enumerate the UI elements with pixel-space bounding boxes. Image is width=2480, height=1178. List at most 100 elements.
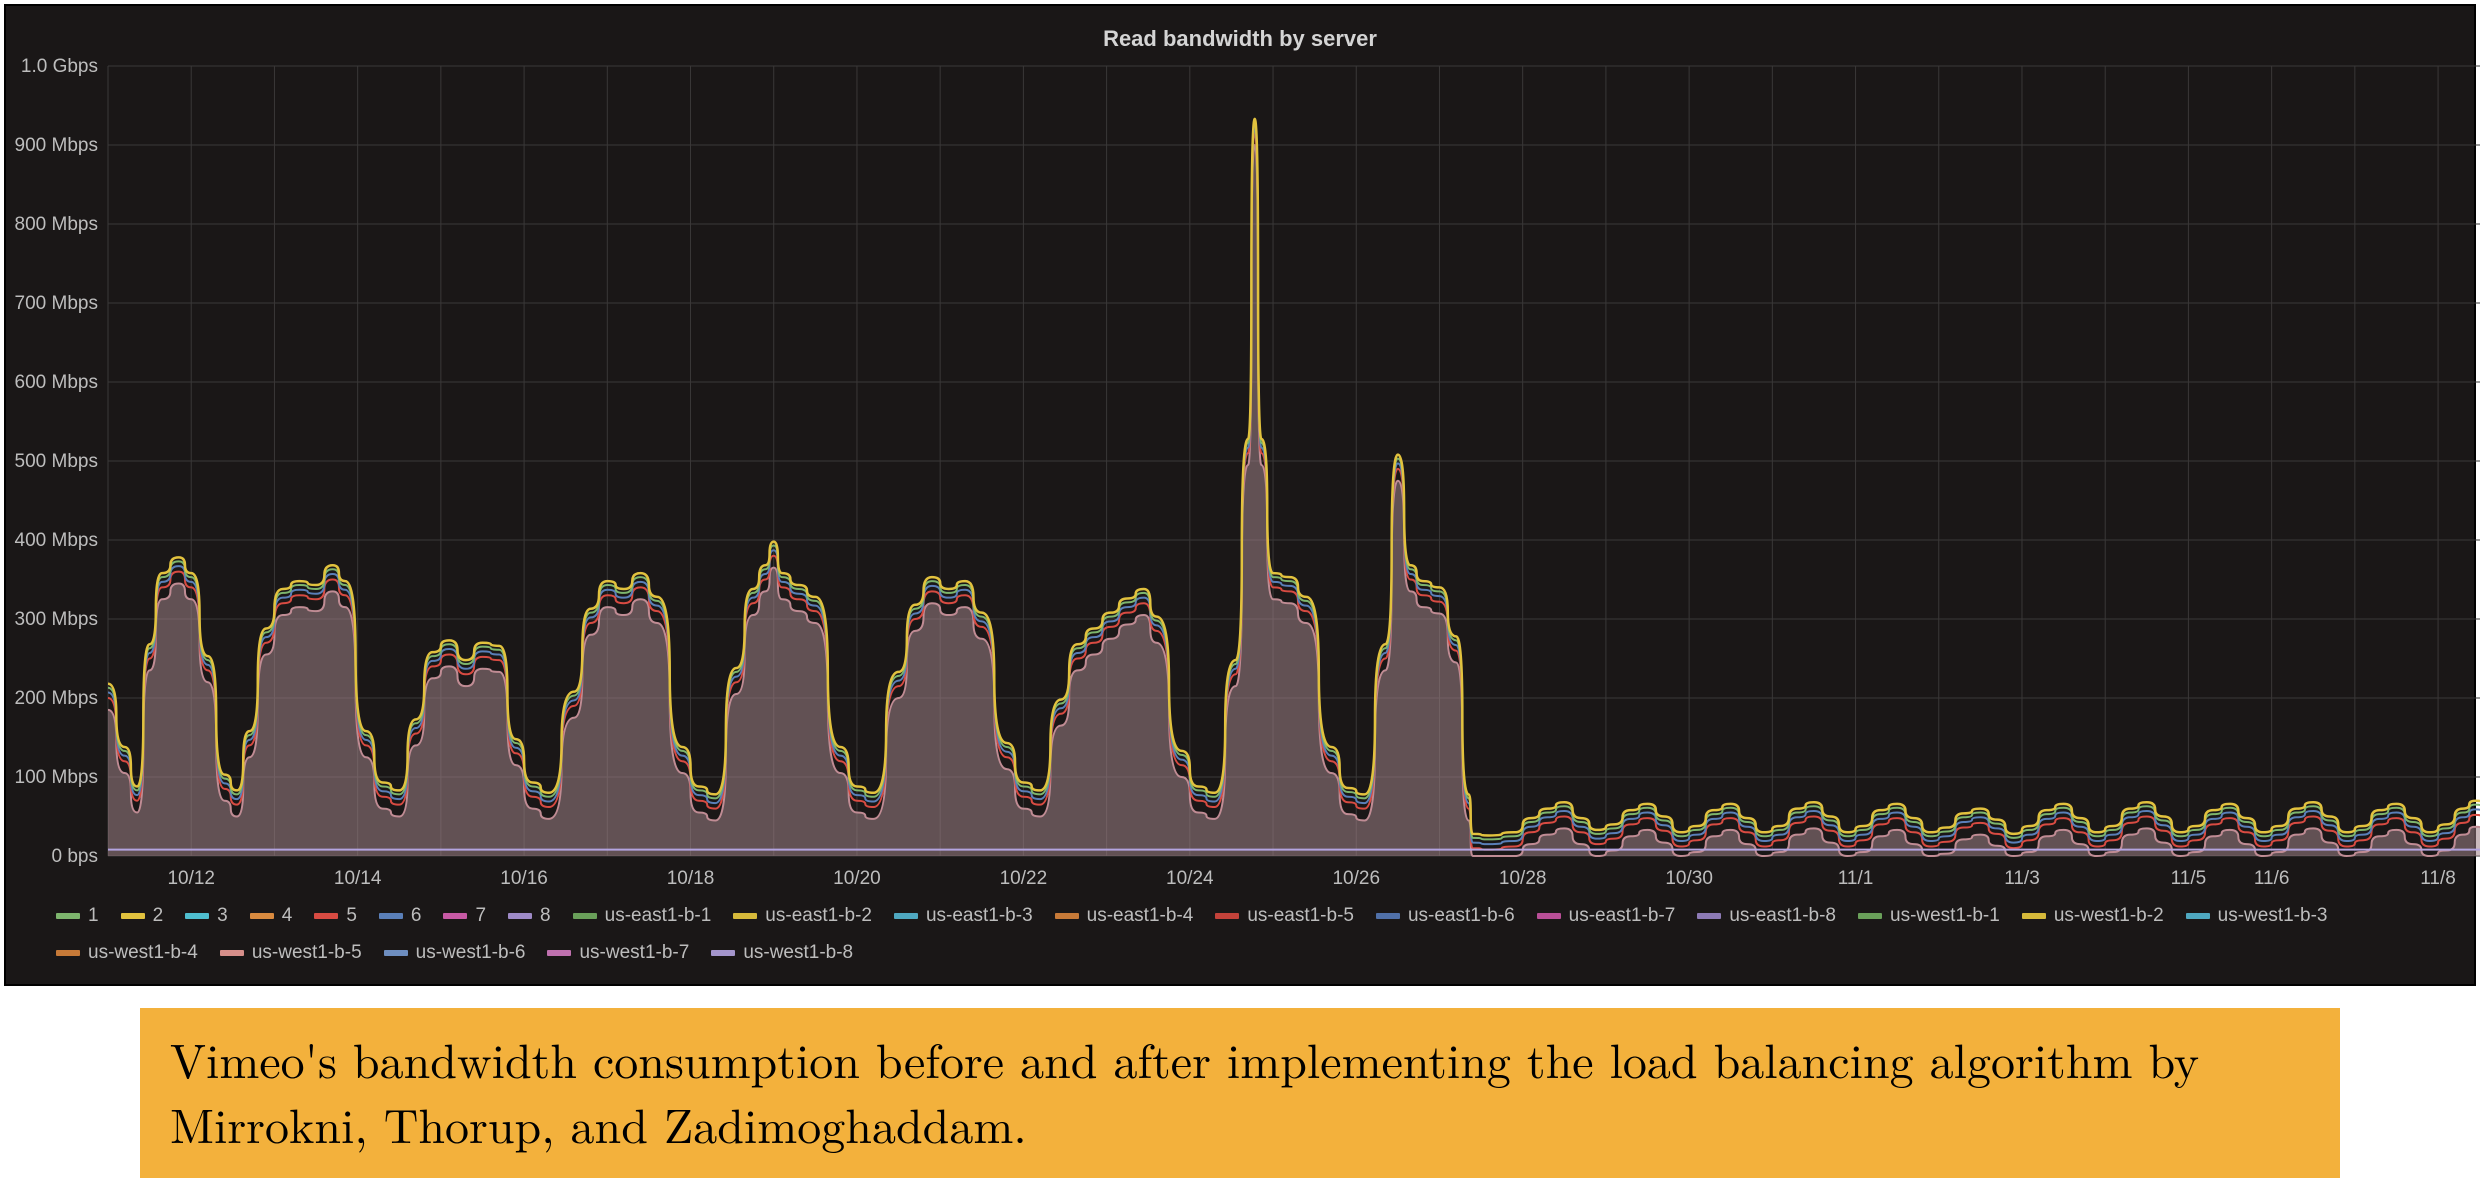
legend-swatch [547, 950, 571, 956]
legend-label: us-west1-b-1 [1890, 906, 2000, 925]
x-axis-tick: 10/24 [1166, 868, 1214, 889]
legend-item[interactable]: us-west1-b-5 [220, 943, 362, 962]
legend-item[interactable]: us-east1-b-2 [733, 906, 872, 925]
legend-swatch [1858, 913, 1882, 919]
x-axis-tick: 10/22 [1000, 868, 1048, 889]
legend-item[interactable]: us-east1-b-7 [1537, 906, 1676, 925]
legend-label: us-east1-b-4 [1087, 906, 1194, 925]
x-axis-tick: 10/28 [1499, 868, 1547, 889]
legend-item[interactable]: us-west1-b-2 [2022, 906, 2164, 925]
legend-swatch [443, 913, 467, 919]
legend-label: us-east1-b-3 [926, 906, 1033, 925]
legend-label: 6 [411, 906, 422, 925]
x-axis-tick: 10/26 [1332, 868, 1380, 889]
legend-swatch [56, 950, 80, 956]
y-axis-tick: 100 Mbps [15, 767, 98, 788]
legend-label: us-west1-b-8 [743, 943, 853, 962]
bandwidth-chart: 0 bps 100 Mbps 200 Mbps 300 Mbps 400 Mbps 500… [14, 56, 2480, 896]
caption-container: Vimeo's bandwidth consumption before and… [0, 990, 2480, 1178]
legend-item[interactable]: us-east1-b-8 [1697, 906, 1836, 925]
legend-label: us-east1-b-1 [605, 906, 712, 925]
legend-label: us-west1-b-2 [2054, 906, 2164, 925]
legend-label: us-east1-b-6 [1408, 906, 1515, 925]
legend-item[interactable]: us-east1-b-1 [573, 906, 712, 925]
legend-swatch [250, 913, 274, 919]
legend-label: 1 [88, 906, 99, 925]
chart-panel: Read bandwidth by server 0 bps 100 Mbps 20… [4, 4, 2476, 986]
legend-swatch [121, 913, 145, 919]
x-axis-tick: 10/20 [833, 868, 881, 889]
legend-label: 2 [153, 906, 164, 925]
figure: Read bandwidth by server 0 bps100 Mbps20… [0, 4, 2480, 1178]
legend-swatch [1055, 913, 1079, 919]
legend-item[interactable]: us-west1-b-7 [547, 943, 689, 962]
y-axis-tick: 900 Mbps [15, 135, 98, 156]
legend-swatch [1537, 913, 1561, 919]
legend-swatch [1376, 913, 1400, 919]
legend-swatch [384, 950, 408, 956]
legend-item[interactable]: us-east1-b-6 [1376, 906, 1515, 925]
y-axis-tick: 500 Mbps [15, 451, 98, 472]
figure-caption: Vimeo's bandwidth consumption before and… [140, 1008, 2340, 1178]
legend-item[interactable]: 6 [379, 906, 422, 925]
legend-item[interactable]: us-west1-b-1 [1858, 906, 2000, 925]
legend-item[interactable]: us-west1-b-6 [384, 943, 526, 962]
legend-swatch [573, 913, 597, 919]
legend-item[interactable]: 1 [56, 906, 99, 925]
legend-item[interactable]: us-east1-b-4 [1055, 906, 1194, 925]
legend-label: 8 [540, 906, 551, 925]
x-axis-tick: 11/3 [2004, 868, 2040, 889]
legend-item[interactable]: us-west1-b-8 [711, 943, 853, 962]
legend-item[interactable]: us-east1-b-3 [894, 906, 1033, 925]
legend-item[interactable]: 2 [121, 906, 164, 925]
legend-item[interactable]: us-east1-b-5 [1215, 906, 1354, 925]
x-axis-tick: 11/1 [1838, 868, 1874, 889]
y-axis-tick: 400 Mbps [15, 530, 98, 551]
legend-swatch [1215, 913, 1239, 919]
legend-swatch [1697, 913, 1721, 919]
legend-label: 7 [475, 906, 486, 925]
legend-label: us-west1-b-6 [416, 943, 526, 962]
legend-label: 5 [346, 906, 357, 925]
legend-item[interactable]: us-west1-b-3 [2186, 906, 2328, 925]
legend-swatch [2186, 913, 2210, 919]
x-axis-tick: 10/16 [500, 868, 548, 889]
legend-swatch [2022, 913, 2046, 919]
legend-item[interactable]: 3 [185, 906, 228, 925]
legend-label: us-west1-b-3 [2218, 906, 2328, 925]
y-axis-tick: 0 bps [52, 846, 98, 867]
x-axis-tick: 11/5 [2171, 868, 2207, 889]
y-axis-tick: 200 Mbps [15, 688, 98, 709]
x-axis-tick: 10/12 [167, 868, 215, 889]
legend-swatch [894, 913, 918, 919]
legend-swatch [379, 913, 403, 919]
chart-legend: 1 2 3 4 5 6 7 8 us-east1-b-1 us-east1-b-2 us-east1… [14, 896, 2466, 976]
y-axis-tick: 300 Mbps [15, 609, 98, 630]
legend-item[interactable]: 7 [443, 906, 486, 925]
chart-title: Read bandwidth by server [14, 26, 2466, 52]
legend-label: us-west1-b-5 [252, 943, 362, 962]
x-axis-tick: 10/18 [667, 868, 715, 889]
legend-label: us-west1-b-7 [579, 943, 689, 962]
legend-item[interactable]: us-west1-b-4 [56, 943, 198, 962]
legend-swatch [185, 913, 209, 919]
y-axis-tick: 700 Mbps [15, 293, 98, 314]
legend-item[interactable]: 4 [250, 906, 293, 925]
legend-item[interactable]: 8 [508, 906, 551, 925]
x-axis-tick: 10/30 [1665, 868, 1713, 889]
legend-swatch [220, 950, 244, 956]
y-axis-tick: 1.0 Gbps [21, 56, 98, 77]
legend-label: us-west1-b-4 [88, 943, 198, 962]
legend-swatch [733, 913, 757, 919]
legend-label: us-east1-b-7 [1569, 906, 1676, 925]
x-axis-tick: 11/8 [2420, 868, 2456, 889]
legend-swatch [508, 913, 532, 919]
legend-label: 3 [217, 906, 228, 925]
legend-label: 4 [282, 906, 293, 925]
legend-item[interactable]: 5 [314, 906, 357, 925]
y-axis-tick: 600 Mbps [15, 372, 98, 393]
legend-swatch [314, 913, 338, 919]
area-fill [108, 145, 2480, 856]
y-axis-tick: 800 Mbps [15, 214, 98, 235]
legend-label: us-east1-b-2 [765, 906, 872, 925]
